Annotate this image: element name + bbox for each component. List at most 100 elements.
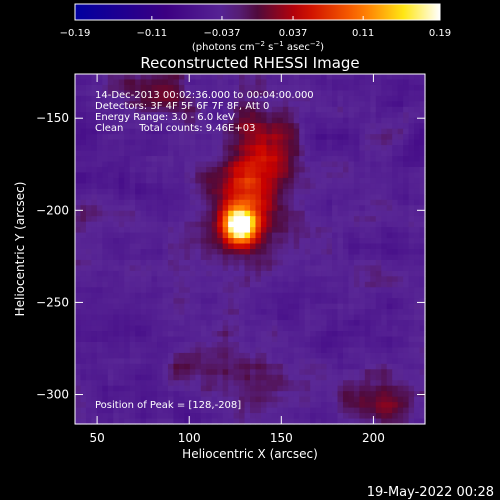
heatmap-cell	[162, 123, 169, 130]
heatmap-cell	[260, 402, 268, 409]
heatmap-cell	[266, 139, 273, 146]
heatmap-cell	[200, 303, 207, 310]
heatmap-cell	[184, 402, 191, 409]
heatmap-cell	[217, 363, 224, 370]
heatmap-cell	[195, 172, 202, 179]
heatmap-cell	[200, 391, 207, 398]
heatmap-cell	[96, 150, 103, 157]
heatmap-cell	[217, 232, 224, 239]
heatmap-cell	[381, 106, 388, 113]
heatmap-cell	[282, 352, 289, 359]
heatmap-cell	[189, 314, 196, 321]
heatmap-cell	[255, 352, 262, 359]
heatmap-cell	[239, 172, 246, 179]
heatmap-cell	[189, 161, 196, 168]
heatmap-cell	[348, 320, 355, 327]
heatmap-cell	[140, 249, 147, 256]
heatmap-cell	[222, 347, 229, 354]
heatmap-cell	[118, 150, 125, 157]
heatmap-cell	[80, 227, 87, 234]
heatmap-cell	[178, 254, 185, 261]
heatmap-cell	[392, 194, 399, 201]
heatmap-cell	[91, 369, 98, 376]
heatmap-cell	[91, 314, 98, 321]
heatmap-cell	[189, 150, 196, 157]
heatmap-cell	[403, 90, 410, 97]
heatmap-cell	[403, 194, 410, 201]
heatmap-cell	[299, 112, 306, 119]
heatmap-cell	[310, 352, 317, 359]
heatmap-cell	[370, 407, 377, 414]
heatmap-cell	[293, 79, 300, 86]
heatmap-cell	[282, 172, 289, 179]
heatmap-cell	[184, 358, 191, 365]
heatmap-cell	[304, 216, 311, 223]
heatmap-cell	[397, 156, 404, 163]
heatmap-cell	[91, 221, 98, 228]
heatmap-cell	[392, 407, 399, 414]
heatmap-cell	[250, 166, 257, 174]
heatmap-cell	[157, 309, 164, 316]
heatmap-cell	[113, 418, 120, 425]
heatmap-cell	[375, 254, 382, 261]
heatmap-cell	[206, 265, 213, 272]
heatmap-cell	[260, 347, 268, 354]
heatmap-cell	[107, 276, 114, 283]
heatmap-cell	[140, 95, 147, 102]
heatmap-cell	[375, 150, 382, 157]
heatmap-cell	[304, 243, 311, 250]
heatmap-cell	[353, 385, 360, 392]
heatmap-cell	[75, 309, 82, 316]
heatmap-cell	[299, 156, 306, 163]
heatmap-cell	[206, 352, 213, 359]
heatmap-cell	[397, 101, 404, 108]
heatmap-cell	[118, 259, 125, 267]
heatmap-cell	[157, 166, 164, 174]
heatmap-cell	[255, 150, 262, 157]
heatmap-cell	[85, 238, 93, 245]
heatmap-cell	[80, 270, 87, 277]
heatmap-cell	[397, 79, 404, 86]
heatmap-cell	[326, 369, 333, 376]
heatmap-cell	[288, 347, 295, 354]
heatmap-cell	[91, 74, 98, 81]
heatmap-cell	[342, 391, 350, 398]
heatmap-cell	[239, 402, 246, 409]
heatmap-cell	[326, 95, 333, 102]
heatmap-cell	[244, 166, 251, 174]
heatmap-cell	[206, 358, 213, 365]
heatmap-cell	[337, 265, 344, 272]
heatmap-cell	[266, 238, 273, 245]
heatmap-cell	[282, 309, 289, 316]
heatmap-cell	[397, 84, 404, 92]
heatmap-cell	[342, 418, 350, 425]
heatmap-cell	[80, 95, 87, 102]
heatmap-cell	[375, 156, 382, 163]
heatmap-cell	[364, 172, 371, 179]
heatmap-cell	[397, 221, 404, 228]
heatmap-cell	[206, 161, 213, 168]
heatmap-cell	[321, 347, 328, 354]
heatmap-cell	[200, 238, 207, 245]
heatmap-cell	[173, 221, 180, 228]
heatmap-cell	[260, 101, 268, 108]
heatmap-cell	[359, 314, 366, 321]
heatmap-cell	[321, 352, 328, 359]
heatmap-cell	[408, 413, 415, 420]
heatmap-cell	[386, 292, 393, 299]
heatmap-cell	[408, 352, 415, 359]
heatmap-cell	[375, 199, 382, 206]
heatmap-cell	[332, 276, 339, 283]
heatmap-cell	[129, 249, 136, 256]
heatmap-cell	[91, 79, 98, 86]
heatmap-cell	[195, 134, 202, 141]
heatmap-cell	[419, 101, 426, 108]
heatmap-cell	[392, 265, 399, 272]
heatmap-cell	[321, 249, 328, 256]
heatmap-cell	[173, 402, 180, 409]
heatmap-cell	[233, 347, 240, 354]
heatmap-cell	[337, 309, 344, 316]
heatmap-cell	[310, 134, 317, 141]
heatmap-cell	[386, 161, 393, 168]
heatmap-cell	[315, 221, 322, 228]
